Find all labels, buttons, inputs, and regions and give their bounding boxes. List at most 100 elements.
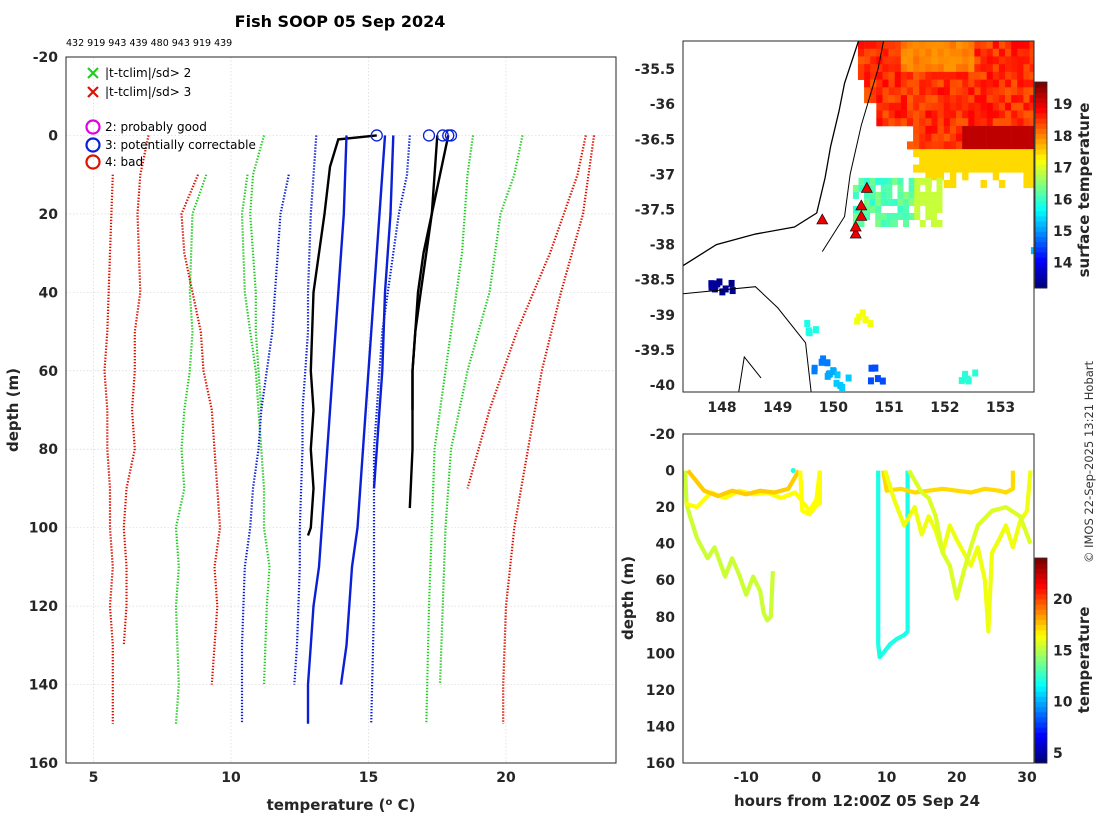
sst-cell	[1023, 156, 1030, 165]
track-colorbar-segment	[1035, 650, 1047, 656]
sst-cell	[876, 118, 883, 127]
sst-cell	[870, 64, 877, 73]
sst-cell	[864, 79, 871, 88]
shelf-contour-south	[683, 286, 812, 392]
sst-cell	[870, 48, 877, 57]
map-panel	[682, 40, 1035, 393]
sst-cell	[974, 56, 981, 65]
sst-cell	[962, 133, 969, 142]
sst-cell	[936, 191, 943, 199]
sst-cell	[937, 172, 945, 181]
profile-line-clim-2sd-right	[425, 135, 475, 724]
sst-cell	[913, 125, 920, 135]
track-colorbar-segment	[1035, 568, 1047, 574]
track-colorbar-segment	[1035, 624, 1047, 631]
sst-cell	[1023, 48, 1030, 57]
sst-cell	[906, 118, 914, 127]
sst-cell	[968, 56, 975, 65]
sst-cell	[913, 64, 920, 73]
sst-cell	[870, 95, 877, 104]
legend-circle-marker	[85, 137, 101, 153]
sst-cell	[1029, 64, 1034, 73]
sst-cell	[980, 102, 987, 111]
sst-cell	[897, 184, 904, 192]
sst-cell	[925, 71, 932, 80]
track-colorbar-segment	[1035, 640, 1047, 646]
sst-cell	[992, 149, 1000, 158]
sst-cell	[875, 212, 882, 220]
map-ticks: 148 149 150 151 152 153 -35.5 -36 -36.5 -37 -37.5 -…	[635, 62, 1016, 416]
sst-cell	[1017, 87, 1024, 96]
track-colorbar-tick: 5	[1053, 746, 1063, 762]
sst-cell	[1029, 95, 1034, 104]
sst-cell	[913, 79, 920, 88]
sst-cell	[1011, 87, 1018, 96]
sst-cell	[1011, 110, 1018, 119]
sst-cell	[949, 125, 957, 135]
sst-cell	[949, 79, 957, 88]
track-colorbar-segment	[1035, 752, 1047, 759]
sst-cell	[949, 41, 957, 50]
sst-cell	[913, 48, 920, 57]
map-colorbar-segment	[1035, 174, 1047, 181]
sst-cell	[986, 110, 994, 119]
sst-cell	[949, 133, 957, 142]
sst-cell	[882, 71, 889, 80]
sst-cell	[1017, 164, 1024, 173]
sst-cell	[897, 191, 904, 199]
sst-cell	[888, 95, 895, 104]
map-colorbar-segment	[1035, 205, 1047, 212]
sst-cell	[956, 141, 963, 150]
map-xtick-label: 149	[763, 400, 792, 416]
map-colorbar-segment	[1035, 118, 1047, 124]
sst-cell	[968, 41, 975, 50]
sst-cell	[1023, 149, 1030, 158]
sst-cell	[998, 64, 1006, 73]
sst-cell	[1011, 125, 1018, 135]
sst-cell	[900, 64, 908, 73]
track-line-c	[686, 469, 801, 499]
sst-cell	[937, 149, 945, 158]
track-colorbar-segment	[1035, 686, 1047, 692]
profile-xtick-label: 15	[359, 770, 378, 786]
profile-xtick-label: 10	[221, 770, 241, 786]
sst-cell	[936, 177, 943, 185]
sst-cell	[872, 364, 879, 372]
sst-cell	[864, 205, 871, 213]
sst-cell	[956, 156, 963, 165]
profile-ytick-label: 140	[29, 678, 58, 694]
sst-cell	[913, 118, 920, 127]
sst-cell	[998, 56, 1006, 65]
sst-cell	[1005, 110, 1012, 119]
profile-ytick-label: 40	[39, 285, 59, 301]
sst-cell	[869, 184, 876, 192]
track-colorbar-segment	[1035, 629, 1047, 636]
sst-cell	[937, 133, 945, 142]
map-xtick-label: 152	[930, 400, 959, 416]
map-axes	[682, 40, 1035, 393]
sst-cell	[1005, 156, 1012, 165]
sst-cell	[992, 110, 1000, 119]
sst-cell	[980, 110, 987, 119]
legend-circle-marker	[85, 154, 101, 170]
sst-cell	[888, 64, 895, 73]
sst-cell	[980, 95, 987, 104]
sst-cell	[962, 64, 969, 73]
sst-cell	[880, 191, 887, 199]
sst-cell	[875, 177, 882, 185]
map-xtick-label: 150	[819, 400, 848, 416]
track-ticks: -10 0 10 20 30 -20 0 20 40 60 80 100 120 140 160	[646, 427, 1037, 786]
map-colorbar-segment	[1035, 97, 1047, 104]
sst-cell	[1017, 149, 1024, 158]
sst-cell	[1023, 79, 1030, 88]
track-background	[683, 434, 1034, 763]
track-colorbar-segment	[1035, 691, 1047, 697]
sst-cell	[986, 133, 994, 142]
sst-cell	[949, 71, 957, 80]
sst-cell	[1017, 79, 1024, 88]
sst-cell	[986, 48, 994, 57]
track-content	[683, 468, 1033, 660]
map-colorbar-segment	[1035, 221, 1047, 227]
sst-cell	[1023, 56, 1030, 65]
profile-ytick-label: 120	[29, 599, 58, 615]
